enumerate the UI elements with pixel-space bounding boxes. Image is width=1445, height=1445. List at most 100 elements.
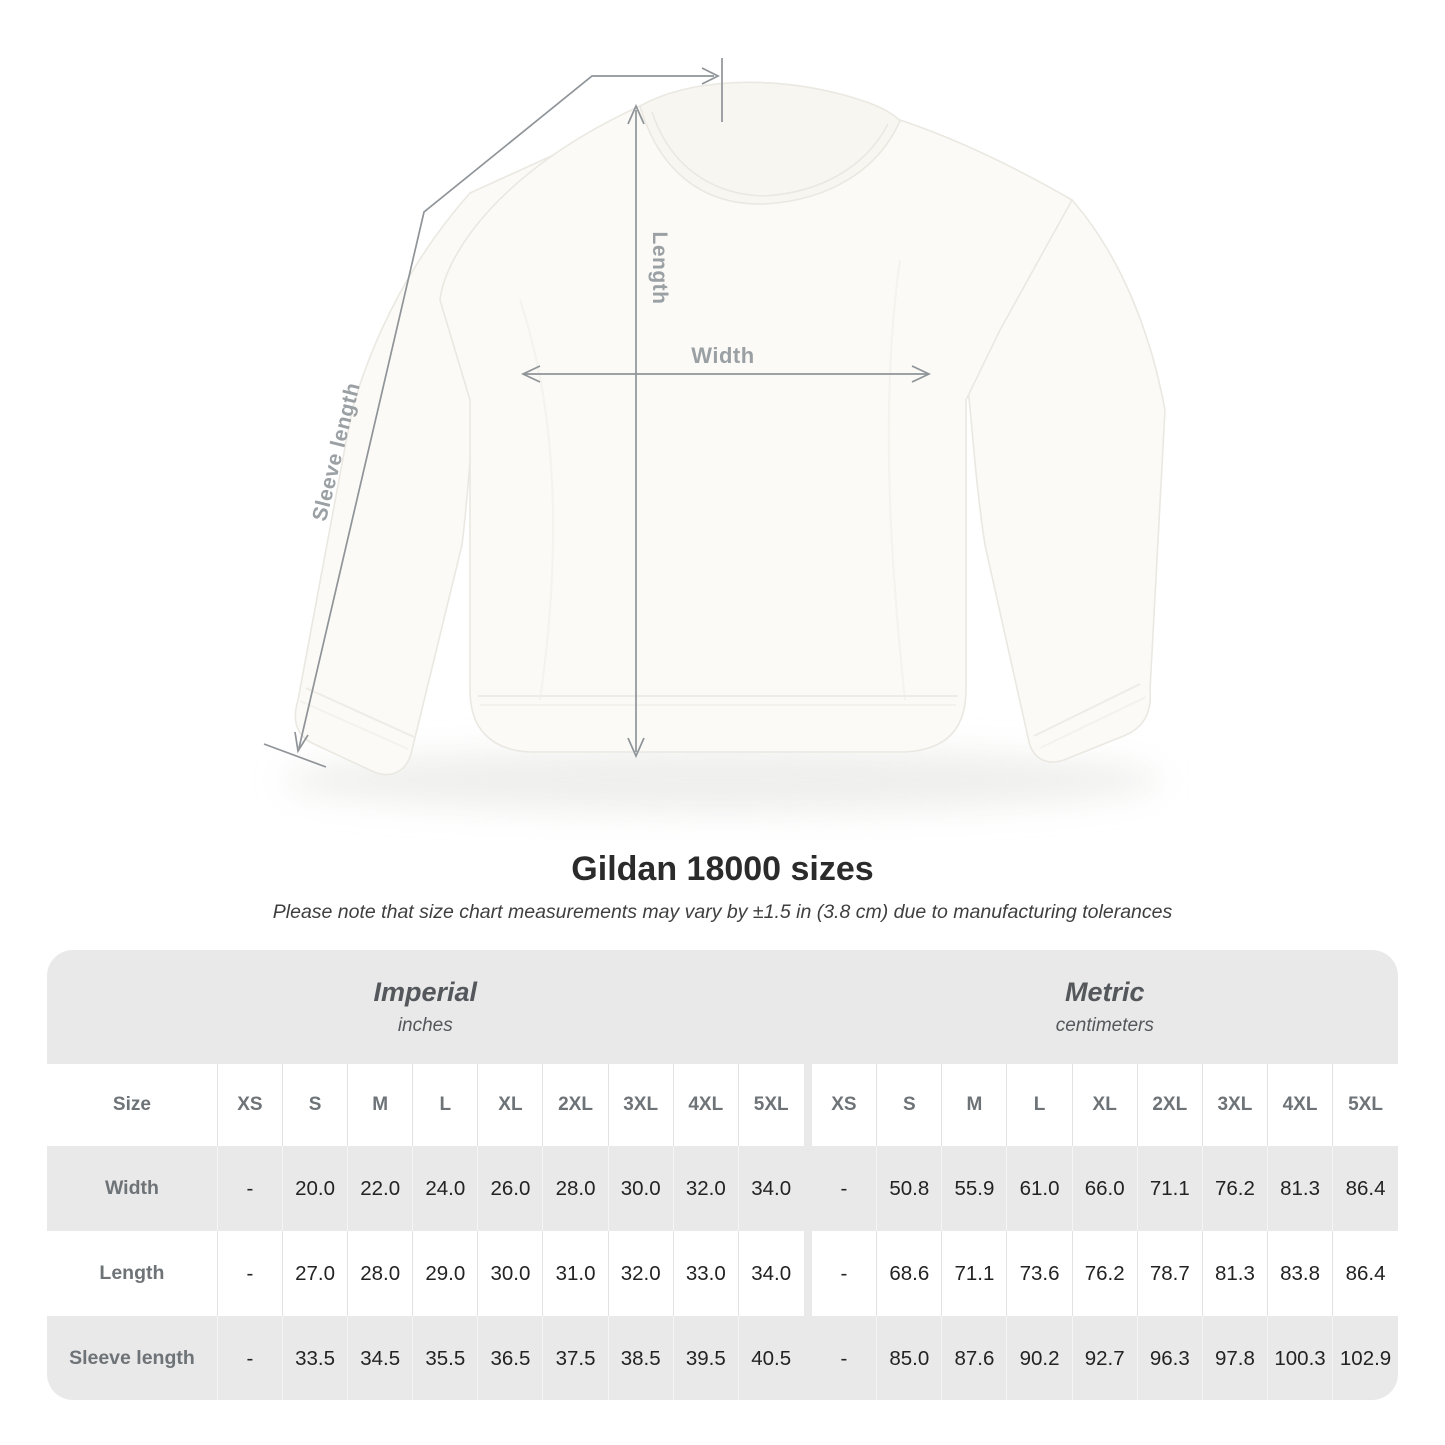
value-cell: 86.4	[1332, 1231, 1398, 1316]
tolerance-note: Please note that size chart measurements…	[272, 901, 1173, 923]
value-cell: 97.8	[1201, 1316, 1268, 1400]
size-column-title: Size	[47, 1064, 218, 1146]
metric-unit: centimeters	[1055, 1015, 1154, 1036]
measurement-lines	[263, 58, 931, 768]
value-cell: 35.5	[412, 1316, 478, 1400]
row-label: Width	[47, 1146, 218, 1231]
sweatshirt-shape	[294, 81, 1166, 776]
size-header-cell: XL	[477, 1064, 543, 1146]
value-cell: 28.0	[347, 1231, 413, 1316]
value-cell: 24.0	[412, 1146, 478, 1231]
value-cell: 26.0	[477, 1146, 543, 1231]
value-cell: 81.3	[1201, 1231, 1268, 1316]
page-title: Gildan 18000 sizes	[571, 850, 874, 888]
size-header-cell: 2XL	[542, 1064, 609, 1146]
value-cell: 34.5	[347, 1316, 413, 1400]
imperial-label: Imperial	[373, 977, 478, 1007]
value-cell: 71.1	[1136, 1146, 1203, 1231]
size-header-cell: 5XL	[1332, 1064, 1398, 1146]
size-header-cell: XS	[216, 1064, 283, 1146]
value-cell: 102.9	[1332, 1316, 1398, 1400]
value-cell: 71.1	[941, 1231, 1007, 1316]
section-divider	[803, 1231, 812, 1316]
value-cell: -	[811, 1231, 877, 1316]
imperial-unit: inches	[397, 1015, 453, 1036]
size-header-cell: M	[941, 1064, 1007, 1146]
value-cell: 66.0	[1071, 1146, 1138, 1231]
value-cell: 76.2	[1071, 1231, 1138, 1316]
sleeve-length-row: Sleeve length - 33.5 34.5 35.5 36.5 37.5…	[47, 1316, 1398, 1400]
section-divider	[803, 1316, 812, 1400]
value-cell: 86.4	[1332, 1146, 1398, 1231]
section-divider	[803, 950, 812, 1064]
value-cell: -	[811, 1316, 877, 1400]
value-cell: -	[216, 1146, 283, 1231]
section-divider	[803, 1146, 812, 1231]
value-cell: 85.0	[876, 1316, 942, 1400]
value-cell: 38.5	[607, 1316, 674, 1400]
unit-group-row: Imperial inches Metric centimeters	[47, 950, 1398, 1064]
value-cell: 32.0	[672, 1146, 739, 1231]
value-cell: 100.3	[1266, 1316, 1333, 1400]
value-cell: -	[216, 1231, 283, 1316]
value-cell: 39.5	[672, 1316, 739, 1400]
width-row: Width - 20.0 22.0 24.0 26.0 28.0 30.0 32…	[47, 1146, 1398, 1231]
value-cell: 61.0	[1006, 1146, 1073, 1231]
metric-label: Metric	[1065, 977, 1145, 1007]
imperial-group-header: Imperial inches	[47, 950, 804, 1064]
value-cell: 76.2	[1201, 1146, 1268, 1231]
value-cell: 81.3	[1266, 1146, 1333, 1231]
value-cell: 22.0	[347, 1146, 413, 1231]
size-header-cell: S	[876, 1064, 942, 1146]
value-cell: 96.3	[1136, 1316, 1203, 1400]
row-label: Length	[47, 1231, 218, 1316]
size-table: Imperial inches Metric centimeters Size …	[47, 950, 1398, 1400]
sleeve-length-line	[298, 75, 714, 749]
size-header-row: Size XS S M L XL 2XL 3XL 4XL 5XL XS S M …	[47, 1064, 1398, 1146]
size-header-cell: S	[281, 1064, 348, 1146]
value-cell: 32.0	[607, 1231, 674, 1316]
size-header-cell: 4XL	[672, 1064, 739, 1146]
row-label: Sleeve length	[47, 1316, 218, 1400]
value-cell: 68.6	[876, 1231, 942, 1316]
size-header-cell: M	[347, 1064, 413, 1146]
size-header-cell: XL	[1071, 1064, 1138, 1146]
value-cell: 83.8	[1266, 1231, 1333, 1316]
value-cell: -	[811, 1146, 877, 1231]
value-cell: 28.0	[542, 1146, 609, 1231]
size-header-cell: 4XL	[1266, 1064, 1333, 1146]
value-cell: 20.0	[281, 1146, 348, 1231]
value-cell: 73.6	[1006, 1231, 1073, 1316]
value-cell: 33.5	[281, 1316, 348, 1400]
value-cell: 87.6	[941, 1316, 1007, 1400]
metric-group-header: Metric centimeters	[811, 950, 1398, 1064]
size-header-cell: L	[1006, 1064, 1073, 1146]
value-cell: 33.0	[672, 1231, 739, 1316]
seam-lines	[299, 259, 1147, 750]
value-cell: 92.7	[1071, 1316, 1138, 1400]
value-cell: 29.0	[412, 1231, 478, 1316]
ground-shadow	[282, 748, 1162, 812]
size-header-cell: XS	[811, 1064, 877, 1146]
value-cell: 27.0	[281, 1231, 348, 1316]
section-divider	[803, 1064, 812, 1146]
width-measure-label: Width	[691, 343, 755, 368]
value-cell: 50.8	[876, 1146, 942, 1231]
value-cell: 55.9	[941, 1146, 1007, 1231]
value-cell: 37.5	[542, 1316, 609, 1400]
value-cell: 30.0	[477, 1231, 543, 1316]
value-cell: 36.5	[477, 1316, 543, 1400]
value-cell: 40.5	[737, 1316, 804, 1400]
value-cell: 31.0	[542, 1231, 609, 1316]
product-diagram: Length Width Sleeve length	[263, 58, 1166, 812]
value-cell: -	[216, 1316, 283, 1400]
size-table-container: Imperial inches Metric centimeters Size …	[47, 950, 1398, 1400]
size-header-cell: 3XL	[1201, 1064, 1268, 1146]
size-header-cell: 2XL	[1136, 1064, 1203, 1146]
cuff-tick	[263, 743, 327, 768]
size-header-cell: 5XL	[737, 1064, 804, 1146]
value-cell: 90.2	[1006, 1316, 1073, 1400]
value-cell: 78.7	[1136, 1231, 1203, 1316]
value-cell: 34.0	[737, 1231, 804, 1316]
